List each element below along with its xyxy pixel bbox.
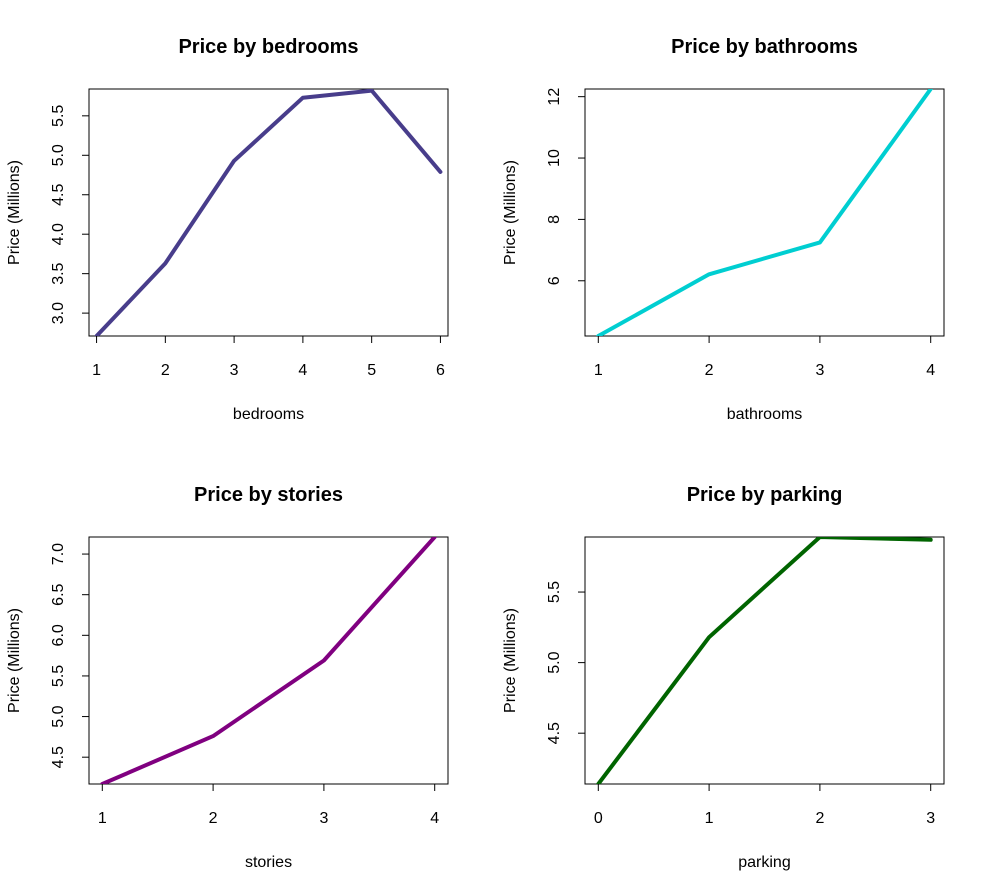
data-point xyxy=(211,734,215,738)
chart-title-parking: Price by parking xyxy=(687,484,843,506)
panel-stories: Price by stories 1 2 3 4 4.5 5.0 5.5 6.0 6.5 7.0 st… xyxy=(6,484,449,871)
x-tick-label: 3 xyxy=(230,362,239,379)
x-tick-label: 1 xyxy=(594,362,603,379)
x-tick-label: 5 xyxy=(367,362,376,379)
plot-frame xyxy=(88,536,449,785)
x-tick-label: 4 xyxy=(298,362,307,379)
data-point xyxy=(370,89,374,93)
y-tick-label: 5.0 xyxy=(50,705,67,727)
y-tick-label: 5.5 xyxy=(50,105,67,127)
x-tick-label: 1 xyxy=(92,362,101,379)
series-line-stories xyxy=(100,537,437,784)
data-point xyxy=(438,170,442,174)
y-tick-label: 5.5 xyxy=(50,665,67,687)
data-point xyxy=(596,334,600,338)
y-tick-label: 4.5 xyxy=(50,746,67,768)
data-point xyxy=(232,159,236,163)
chart-title-stories: Price by stories xyxy=(194,484,343,506)
x-tick-label: 2 xyxy=(705,362,714,379)
y-axis-label: Price (Millions) xyxy=(6,608,23,713)
x-tick-label: 2 xyxy=(209,810,218,827)
x-axis-label: parking xyxy=(738,854,790,871)
x-tick-label: 2 xyxy=(161,362,170,379)
data-point xyxy=(95,334,99,338)
data-point xyxy=(818,240,822,244)
y-tick-label: 6.5 xyxy=(50,583,67,605)
x-tick-label: 3 xyxy=(926,810,935,827)
panel-bedrooms: Price by bedrooms 1 2 3 4 5 6 3.0 3.5 4.0 4.5 5.0 5.… xyxy=(6,36,449,423)
data-point xyxy=(929,538,933,542)
y-tick-label: 4.0 xyxy=(50,223,67,245)
data-point xyxy=(322,659,326,663)
data-point xyxy=(100,782,104,786)
y-tick-label: 5.5 xyxy=(546,581,563,603)
y-tick-label: 6.0 xyxy=(50,624,67,646)
chart-title-bathrooms: Price by bathrooms xyxy=(671,36,858,58)
y-tick-label: 4.5 xyxy=(546,722,563,744)
y-tick-label: 5.0 xyxy=(50,144,67,166)
x-tick-label: 4 xyxy=(926,362,935,379)
y-axis-label: Price (Millions) xyxy=(6,160,23,265)
plot-frame xyxy=(88,88,449,337)
y-tick-label: 10 xyxy=(546,149,563,167)
x-tick-label: 2 xyxy=(815,810,824,827)
x-tick-label: 1 xyxy=(705,810,714,827)
x-axis-label: bathrooms xyxy=(727,406,803,423)
y-tick-label: 6 xyxy=(546,276,563,285)
plot-frame xyxy=(584,88,945,337)
y-tick-label: 8 xyxy=(546,215,563,224)
series-line-bathrooms xyxy=(596,89,933,336)
plot-frame xyxy=(584,536,945,785)
y-tick-label: 7.0 xyxy=(50,543,67,565)
y-axis-label: Price (Millions) xyxy=(502,608,519,713)
data-point xyxy=(596,782,600,786)
x-tick-label: 3 xyxy=(815,362,824,379)
y-tick-label: 5.0 xyxy=(546,651,563,673)
data-point xyxy=(929,87,933,91)
data-point xyxy=(301,96,305,100)
x-tick-label: 0 xyxy=(594,810,603,827)
data-point xyxy=(707,635,711,639)
x-tick-label: 1 xyxy=(98,810,107,827)
x-tick-label: 4 xyxy=(430,810,439,827)
x-tick-label: 6 xyxy=(436,362,445,379)
data-point xyxy=(707,272,711,276)
x-axis-label: bedrooms xyxy=(233,406,304,423)
x-axis-label: stories xyxy=(245,854,292,871)
y-tick-label: 4.5 xyxy=(50,184,67,206)
panel-parking: Price by parking 0 1 2 3 4.5 5.0 5.5 parking Pric… xyxy=(502,484,945,871)
x-tick-label: 3 xyxy=(319,810,328,827)
data-point xyxy=(818,535,822,539)
data-point xyxy=(433,535,437,539)
series-line-parking xyxy=(596,537,933,784)
series-line-bedrooms xyxy=(94,89,443,336)
chart-title-bedrooms: Price by bedrooms xyxy=(178,36,358,58)
data-point xyxy=(163,261,167,265)
y-tick-label: 12 xyxy=(546,88,563,106)
y-tick-label: 3.5 xyxy=(50,262,67,284)
y-axis-label: Price (Millions) xyxy=(502,160,519,265)
y-tick-label: 3.0 xyxy=(50,302,67,324)
